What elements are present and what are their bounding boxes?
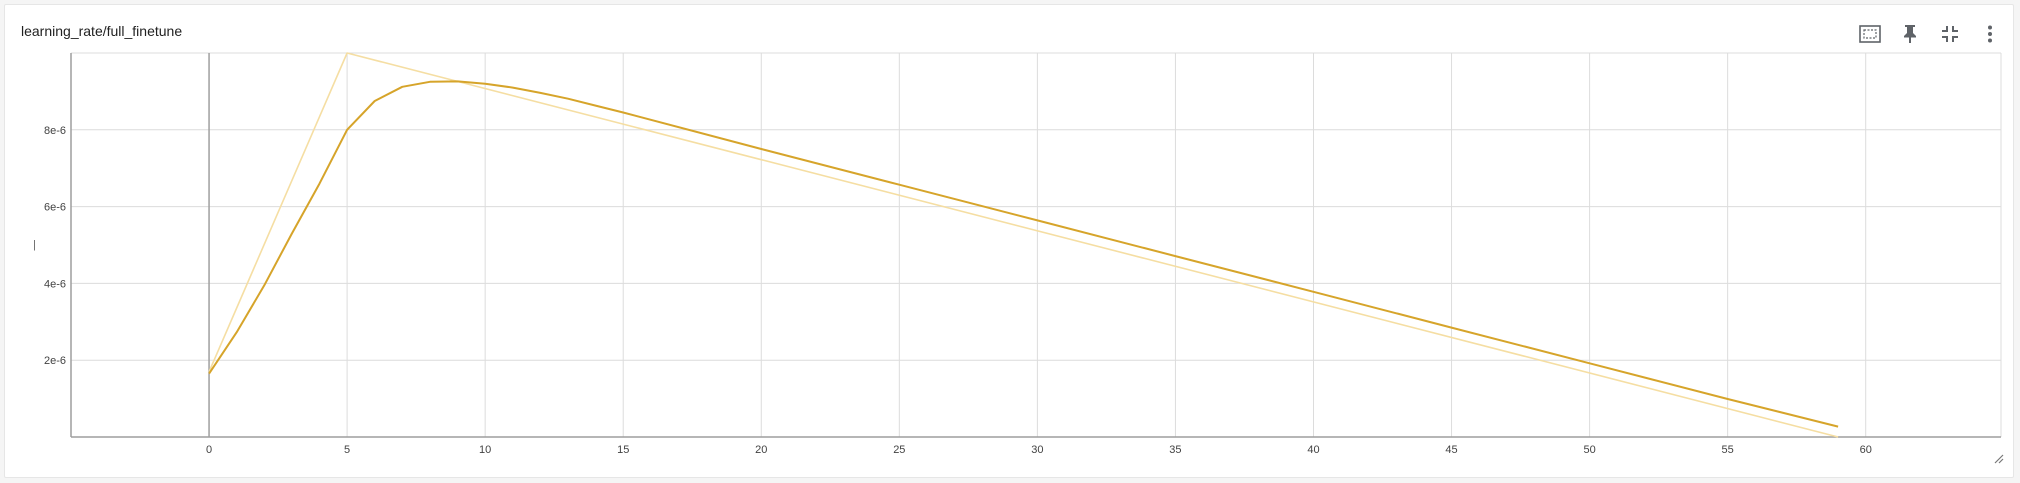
x-tick-label: 40 <box>1307 444 1319 456</box>
line-chart[interactable]: 0 5 10 15 20 25 30 35 40 45 50 55 60 2e-6 4e-6 6e-6 8e-… <box>5 5 2015 479</box>
pin-button[interactable] <box>1895 19 1925 49</box>
collapse-button[interactable] <box>1935 19 1965 49</box>
card-title: learning_rate/full_finetune <box>21 23 183 39</box>
series-lines <box>208 52 1839 438</box>
x-tick-label: 50 <box>1583 444 1595 456</box>
smoothed-series-line <box>208 80 1839 428</box>
x-tick-label: 15 <box>617 444 629 456</box>
x-tick-label: 25 <box>893 444 905 456</box>
y-tick-label: 8e-6 <box>44 125 66 137</box>
x-axis-ticks: 0 5 10 15 20 25 30 35 40 45 50 55 60 <box>206 444 1872 456</box>
x-tick-label: 5 <box>344 444 350 456</box>
axes <box>70 53 2001 438</box>
x-tick-label: 0 <box>206 444 212 456</box>
y-tick-label: 2e-6 <box>44 355 66 367</box>
x-tick-label: 35 <box>1169 444 1181 456</box>
y-axis-ticks: 2e-6 4e-6 6e-6 8e-6 <box>44 125 66 367</box>
x-tick-label: 60 <box>1860 444 1872 456</box>
x-tick-label: 10 <box>479 444 491 456</box>
card-toolbar <box>1855 19 2005 49</box>
raw-series-line <box>208 52 1839 438</box>
scalar-card: learning_rate/full_finetune <box>4 4 2014 478</box>
fit-domain-icon <box>1859 25 1881 43</box>
x-tick-label: 30 <box>1031 444 1043 456</box>
pin-icon <box>1904 25 1916 43</box>
y-axis-label: | <box>33 239 36 251</box>
x-tick-label: 55 <box>1722 444 1734 456</box>
more-vert-icon <box>1988 25 1992 43</box>
collapse-icon <box>1942 26 1958 42</box>
y-tick-label: 4e-6 <box>44 278 66 290</box>
resize-handle-icon[interactable] <box>1994 454 2004 464</box>
y-tick-label: 6e-6 <box>44 202 66 214</box>
x-tick-label: 20 <box>755 444 767 456</box>
x-tick-label: 45 <box>1445 444 1457 456</box>
grid-lines <box>71 52 2002 437</box>
more-button[interactable] <box>1975 19 2005 49</box>
fit-domain-button[interactable] <box>1855 19 1885 49</box>
